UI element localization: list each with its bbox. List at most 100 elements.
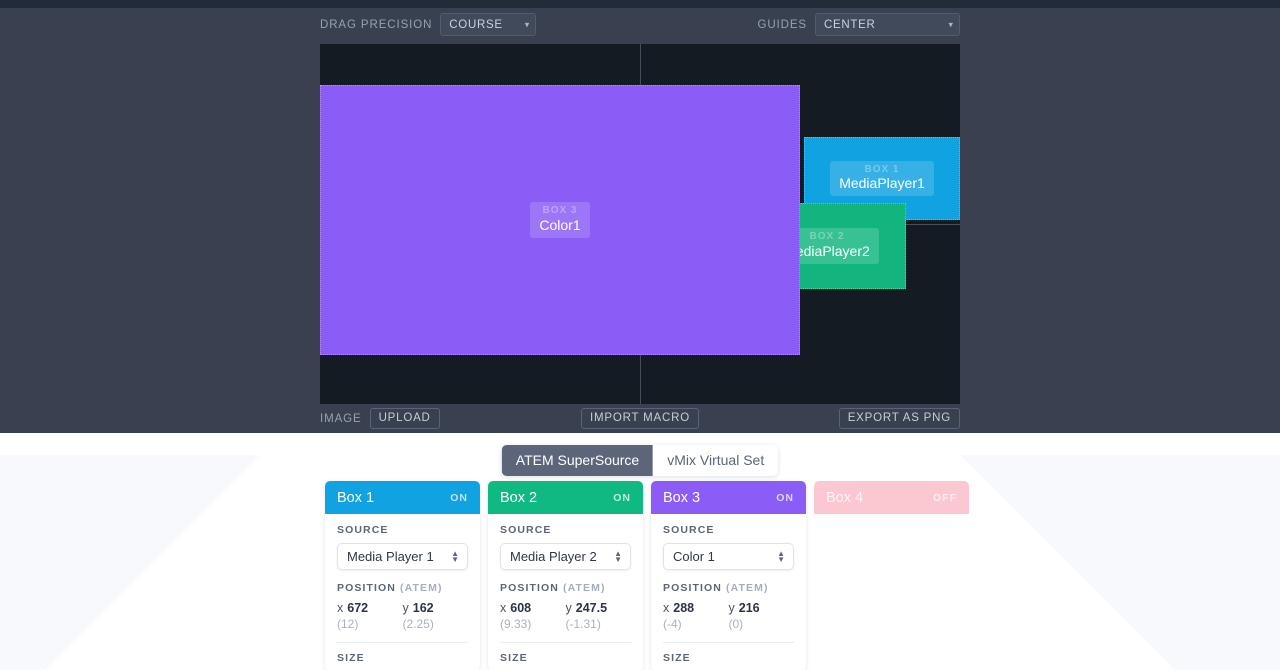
guides-select[interactable]: CENTER bbox=[815, 13, 960, 36]
box-card-3: Box 3 ON SOURCE Color 1 ▲ ▼ POSITION (ATEM) x 28… bbox=[651, 481, 806, 670]
position-alt-row: (9.33) (-1.31) bbox=[500, 617, 631, 631]
box-card-toggle-state[interactable]: ON bbox=[613, 491, 631, 504]
box-card-title: Box 1 bbox=[337, 489, 375, 506]
size-label: SIZE bbox=[337, 652, 365, 664]
position-label: POSITION (ATEM) bbox=[500, 582, 631, 594]
import-macro-button[interactable]: IMPORT MACRO bbox=[581, 408, 699, 429]
position-alt-row: (12) (2.25) bbox=[337, 617, 468, 631]
position-label-sub: (ATEM) bbox=[563, 582, 606, 594]
position-y-cell[interactable]: y 216 bbox=[729, 601, 795, 615]
box-card-toggle-state[interactable]: OFF bbox=[933, 491, 957, 504]
source-select-wrap[interactable]: Color 1 ▲ ▼ bbox=[663, 543, 794, 570]
position-x-value[interactable]: 608 bbox=[510, 601, 532, 615]
position-y-axis: y bbox=[565, 601, 572, 615]
position-label: POSITION (ATEM) bbox=[337, 582, 468, 594]
box-card-toggle-state[interactable]: ON bbox=[450, 491, 468, 504]
position-values-row: x 672 y 162 bbox=[337, 601, 468, 615]
box-card-4: Box 4 OFF bbox=[814, 481, 969, 670]
box-card-2: Box 2 ON SOURCE Media Player 2 ▲ ▼ POSITION (A… bbox=[488, 481, 643, 670]
position-y-value[interactable]: 216 bbox=[738, 601, 760, 615]
drag-precision-label: DRAG PRECISION bbox=[320, 18, 433, 31]
position-x-alt: (-4) bbox=[663, 617, 682, 631]
size-label: SIZE bbox=[500, 652, 528, 664]
position-x-alt: (12) bbox=[337, 617, 359, 631]
box-cards-row: Box 1 ON SOURCE Media Player 1 ▲ ▼ POSITION (A… bbox=[325, 481, 969, 670]
position-x-value[interactable]: 672 bbox=[347, 601, 369, 615]
position-y-alt: (-1.31) bbox=[565, 617, 601, 631]
canvas-bottom-toolbar: IMAGE UPLOAD IMPORT MACRO EXPORT AS PNG bbox=[320, 404, 960, 433]
box-card-body-3: SOURCE Color 1 ▲ ▼ POSITION (ATEM) x 288 y 216 (-… bbox=[651, 514, 806, 664]
box-card-title: Box 2 bbox=[500, 489, 538, 506]
source-select[interactable]: Media Player 1 bbox=[337, 543, 468, 570]
drag-precision-select[interactable]: COURSE bbox=[440, 13, 537, 36]
source-select-wrap[interactable]: Media Player 2 ▲ ▼ bbox=[500, 543, 631, 570]
box-card-body-1: SOURCE Media Player 1 ▲ ▼ POSITION (ATEM) x 67… bbox=[325, 514, 480, 664]
mode-tab-vmix-virtual-set[interactable]: vMix Virtual Set bbox=[653, 445, 779, 476]
section-divider bbox=[337, 642, 468, 643]
position-y-alt: (2.25) bbox=[402, 617, 434, 631]
position-y-cell[interactable]: y 162 bbox=[403, 601, 469, 615]
canvas-box-3[interactable]: BOX 3 Color1 bbox=[320, 85, 800, 355]
canvas-box-label: BOX 3 Color1 bbox=[530, 202, 590, 238]
canvas-box-source: MediaPlayer1 bbox=[839, 175, 925, 192]
position-label-text: POSITION bbox=[337, 582, 396, 594]
position-y-value[interactable]: 247.5 bbox=[575, 601, 608, 615]
position-x-cell[interactable]: x 608 bbox=[500, 601, 566, 615]
position-x-axis: x bbox=[337, 601, 344, 615]
position-x-axis: x bbox=[663, 601, 670, 615]
source-select-wrap[interactable]: Media Player 1 ▲ ▼ bbox=[337, 543, 468, 570]
source-label: SOURCE bbox=[337, 524, 389, 536]
position-y-alt: (0) bbox=[728, 617, 744, 631]
position-x-cell[interactable]: x 672 bbox=[337, 601, 403, 615]
box-card-title: Box 3 bbox=[663, 489, 701, 506]
box-card-header-2[interactable]: Box 2 ON bbox=[488, 481, 643, 514]
position-y-axis: y bbox=[728, 601, 735, 615]
position-label-text: POSITION bbox=[663, 582, 722, 594]
position-label-text: POSITION bbox=[500, 582, 559, 594]
position-label: POSITION (ATEM) bbox=[663, 582, 794, 594]
mode-tabs: ATEM SuperSource vMix Virtual Set bbox=[501, 445, 779, 476]
box-card-header-4[interactable]: Box 4 OFF bbox=[814, 481, 969, 514]
position-values-row: x 288 y 216 bbox=[663, 601, 794, 615]
section-divider bbox=[500, 642, 631, 643]
decorative-triangle-right bbox=[960, 455, 1280, 670]
source-label: SOURCE bbox=[663, 524, 715, 536]
guides-label: GUIDES bbox=[757, 18, 807, 31]
decorative-triangle-left bbox=[0, 455, 260, 670]
size-label: SIZE bbox=[663, 652, 691, 664]
guides-select-wrap[interactable]: CENTER ▾ bbox=[815, 13, 960, 36]
position-y-value[interactable]: 162 bbox=[412, 601, 434, 615]
export-as-png-button[interactable]: EXPORT AS PNG bbox=[838, 408, 960, 429]
mode-tab-atem-supersource[interactable]: ATEM SuperSource bbox=[501, 445, 654, 476]
position-label-sub: (ATEM) bbox=[726, 582, 769, 594]
position-x-alt: (9.33) bbox=[500, 617, 532, 631]
top-strip bbox=[0, 0, 1280, 8]
source-select[interactable]: Media Player 2 bbox=[500, 543, 631, 570]
image-group: IMAGE UPLOAD bbox=[320, 408, 440, 429]
guides-group: GUIDES CENTER ▾ bbox=[757, 13, 960, 36]
position-y-axis: y bbox=[402, 601, 409, 615]
position-alt-row: (-4) (0) bbox=[663, 617, 794, 631]
box-card-header-1[interactable]: Box 1 ON bbox=[325, 481, 480, 514]
lower-section: ATEM SuperSource vMix Virtual Set Box 1 ON… bbox=[0, 433, 1280, 670]
box-card-body-2: SOURCE Media Player 2 ▲ ▼ POSITION (ATEM) x 60… bbox=[488, 514, 643, 664]
position-y-cell[interactable]: y 247.5 bbox=[566, 601, 632, 615]
box-card-toggle-state[interactable]: ON bbox=[776, 491, 794, 504]
position-values-row: x 608 y 247.5 bbox=[500, 601, 631, 615]
position-x-value[interactable]: 288 bbox=[673, 601, 695, 615]
canvas-top-toolbar: DRAG PRECISION COURSE ▾ GUIDES CENTER ▾ bbox=[320, 8, 960, 41]
box-card-header-3[interactable]: Box 3 ON bbox=[651, 481, 806, 514]
section-divider bbox=[663, 642, 794, 643]
box-card-title: Box 4 bbox=[826, 489, 864, 506]
upload-button[interactable]: UPLOAD bbox=[369, 408, 440, 429]
position-x-cell[interactable]: x 288 bbox=[663, 601, 729, 615]
canvas-box-name: BOX 1 bbox=[864, 163, 900, 175]
drag-precision-select-wrap[interactable]: COURSE ▾ bbox=[440, 13, 537, 36]
canvas-box-label: BOX 1 MediaPlayer1 bbox=[830, 160, 934, 197]
canvas-box-source: Color1 bbox=[539, 216, 581, 233]
canvas-box-name: BOX 3 bbox=[542, 205, 578, 217]
image-label: IMAGE bbox=[320, 412, 362, 425]
position-label-sub: (ATEM) bbox=[400, 582, 443, 594]
source-select[interactable]: Color 1 bbox=[663, 543, 794, 570]
